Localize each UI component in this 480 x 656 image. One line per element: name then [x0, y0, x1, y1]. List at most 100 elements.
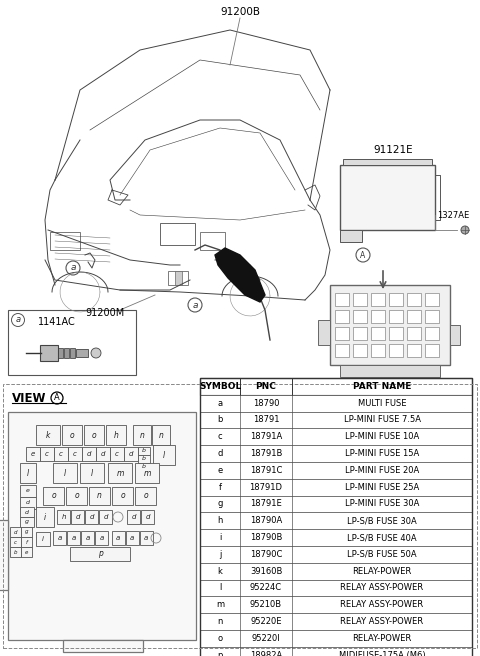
Bar	[10, 547, 21, 557]
Text: g: g	[217, 499, 223, 508]
Bar	[21, 537, 32, 547]
Text: d: d	[87, 451, 91, 457]
Text: e: e	[26, 489, 30, 493]
Text: 18790B: 18790B	[250, 533, 282, 542]
Bar	[141, 510, 154, 524]
Text: o: o	[143, 491, 148, 501]
Text: d: d	[26, 501, 30, 506]
Text: e: e	[217, 466, 223, 475]
Bar	[110, 447, 124, 461]
Text: RELAY ASSY-POWER: RELAY ASSY-POWER	[340, 600, 423, 609]
Bar	[200, 529, 472, 546]
Bar	[50, 232, 80, 250]
Bar	[54, 447, 68, 461]
Bar	[21, 547, 32, 557]
Text: LP-MINI FUSE 7.5A: LP-MINI FUSE 7.5A	[344, 415, 420, 424]
Bar	[353, 327, 367, 340]
Bar	[153, 445, 175, 465]
Bar	[407, 293, 421, 306]
Bar	[200, 512, 472, 529]
Text: d: d	[14, 529, 17, 535]
Text: k: k	[217, 567, 222, 576]
Text: d: d	[217, 449, 223, 458]
Bar	[26, 447, 40, 461]
Bar	[160, 223, 195, 245]
Text: m: m	[144, 468, 151, 478]
Text: a: a	[144, 535, 148, 541]
Bar	[99, 510, 112, 524]
Bar	[0, 520, 8, 590]
Text: 95210B: 95210B	[250, 600, 282, 609]
Bar	[43, 487, 64, 505]
Text: 95220E: 95220E	[250, 617, 282, 626]
Text: l: l	[219, 583, 221, 592]
Text: 18790: 18790	[253, 399, 279, 407]
Bar	[425, 344, 439, 357]
Bar	[133, 425, 151, 445]
Bar	[20, 463, 36, 483]
Bar	[89, 487, 110, 505]
Bar	[200, 596, 472, 613]
Text: c: c	[45, 451, 49, 457]
Text: l: l	[64, 468, 66, 478]
Bar	[200, 411, 472, 428]
Bar	[138, 455, 150, 463]
Text: d: d	[89, 514, 94, 520]
Text: o: o	[92, 430, 96, 440]
Text: a: a	[58, 535, 61, 541]
Bar	[138, 447, 150, 455]
Text: d: d	[129, 451, 133, 457]
Text: n: n	[158, 430, 163, 440]
Bar	[40, 345, 58, 361]
Bar	[81, 531, 94, 545]
Bar	[425, 293, 439, 306]
Bar	[20, 485, 36, 497]
Text: n: n	[140, 430, 144, 440]
Text: VIEW: VIEW	[12, 392, 47, 405]
Bar	[58, 348, 63, 358]
Bar	[135, 463, 159, 483]
Bar	[407, 327, 421, 340]
Text: o: o	[217, 634, 223, 643]
Bar	[318, 320, 330, 345]
Text: j: j	[219, 550, 221, 559]
Text: d: d	[145, 514, 150, 520]
Polygon shape	[215, 248, 265, 302]
Bar	[425, 310, 439, 323]
Text: 91200M: 91200M	[85, 308, 125, 318]
Circle shape	[91, 348, 101, 358]
Bar	[335, 293, 349, 306]
Bar	[389, 310, 403, 323]
Bar	[200, 378, 472, 395]
Text: f: f	[218, 483, 221, 492]
Bar	[335, 327, 349, 340]
Text: h: h	[217, 516, 223, 525]
Text: d: d	[103, 514, 108, 520]
Text: LP-S/B FUSE 50A: LP-S/B FUSE 50A	[347, 550, 417, 559]
Bar	[76, 349, 88, 357]
Text: m: m	[116, 468, 124, 478]
Text: 91200B: 91200B	[220, 7, 260, 17]
Text: 18790A: 18790A	[250, 516, 282, 525]
Bar	[353, 293, 367, 306]
Bar	[200, 580, 472, 596]
Text: SYMBOL: SYMBOL	[199, 382, 241, 391]
Bar	[425, 327, 439, 340]
Bar	[85, 510, 98, 524]
Bar	[389, 327, 403, 340]
Bar	[20, 507, 34, 517]
Text: RELAY-POWER: RELAY-POWER	[352, 634, 412, 643]
Text: LP-MINI FUSE 15A: LP-MINI FUSE 15A	[345, 449, 419, 458]
Bar	[340, 365, 440, 377]
Text: 1327AE: 1327AE	[437, 211, 469, 220]
Text: 18791A: 18791A	[250, 432, 282, 441]
Text: d: d	[75, 514, 80, 520]
Text: a: a	[72, 535, 76, 541]
Text: 18791B: 18791B	[250, 449, 282, 458]
Bar	[389, 344, 403, 357]
Text: a: a	[192, 300, 198, 310]
Bar	[126, 531, 139, 545]
Text: o: o	[51, 491, 56, 501]
Bar	[40, 447, 54, 461]
Text: d: d	[101, 451, 105, 457]
